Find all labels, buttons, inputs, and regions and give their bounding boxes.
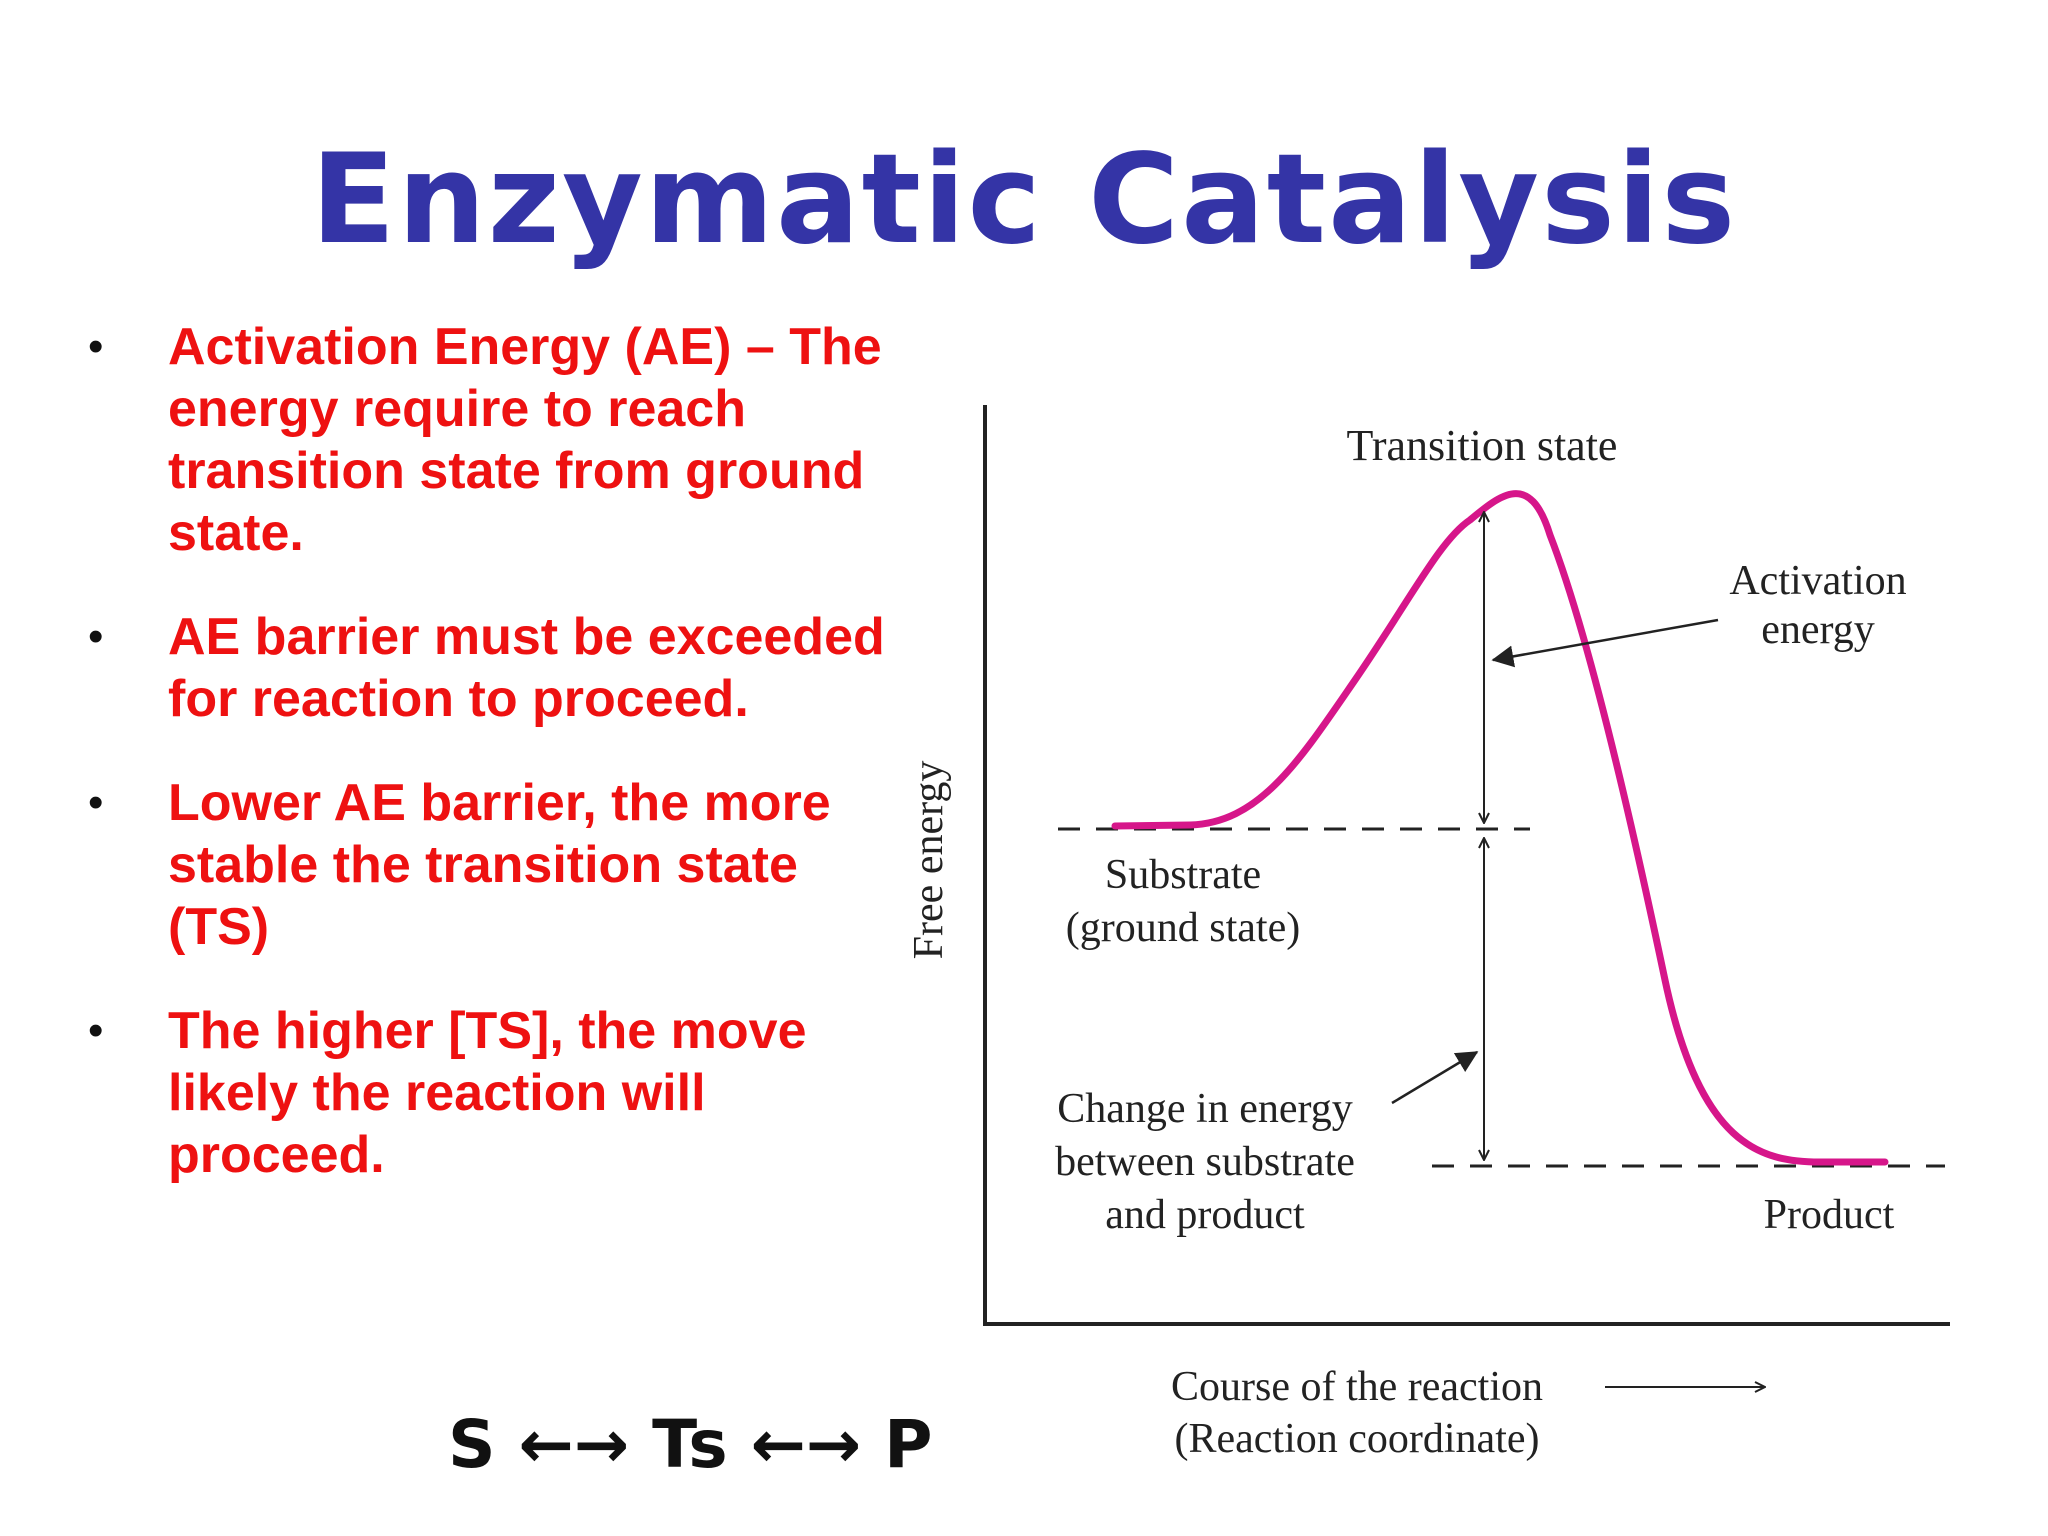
bullet-marker: • [88, 322, 104, 371]
substrate-label: (ground state) [1066, 905, 1300, 951]
bullet-marker: • [88, 778, 104, 827]
energy-curve [1111, 490, 1889, 1166]
reaction-equation: S ←→ Ts ←→ P [448, 1406, 933, 1483]
y-axis-label: Free energy [906, 761, 952, 960]
bullet-marker: • [88, 612, 104, 661]
energy-change-label: Change in energy [1057, 1086, 1352, 1132]
energy-change-label: between substrate [1055, 1139, 1355, 1185]
bullet-marker: • [88, 1006, 104, 1055]
bullet-text: The higher [TS], the move likely the rea… [168, 1002, 807, 1184]
bullet-item: • The higher [TS], the move likely the r… [88, 1000, 888, 1186]
product-label: Product [1764, 1192, 1895, 1238]
bullet-text: Activation Energy (AE) – The energy requ… [168, 318, 882, 562]
transition-state-label: Transition state [1347, 421, 1618, 470]
slide-title: Enzymatic Catalysis [310, 128, 1738, 272]
bullet-item: • Activation Energy (AE) – The energy re… [88, 316, 888, 564]
change-pointer-arrow [1391, 1050, 1479, 1105]
activation-pointer-arrow [1491, 618, 1719, 668]
bullet-list: • Activation Energy (AE) – The energy re… [88, 316, 888, 1228]
activation-energy-label: energy [1761, 607, 1875, 653]
bullet-item: • AE barrier must be exceeded for reacti… [88, 606, 888, 730]
energy-change-label: and product [1105, 1192, 1305, 1238]
bullet-text: Lower AE barrier, the more stable the tr… [168, 774, 831, 956]
substrate-label: Substrate [1105, 852, 1261, 898]
bullet-item: • Lower AE barrier, the more stable the … [88, 772, 888, 958]
x-axis-label: (Reaction coordinate) [1175, 1416, 1540, 1462]
bullet-text: AE barrier must be exceeded for reaction… [168, 608, 885, 728]
activation-energy-label: Activation [1729, 558, 1906, 604]
x-axis-label: Course of the reaction [1171, 1364, 1543, 1410]
